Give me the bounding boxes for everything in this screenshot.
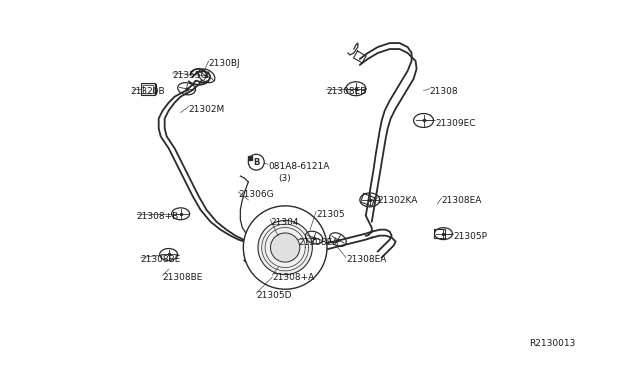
Text: 21304: 21304: [270, 218, 299, 227]
Text: 21305P: 21305P: [453, 232, 488, 241]
Text: 21308+A: 21308+A: [272, 273, 314, 282]
Text: 21306G: 21306G: [238, 190, 274, 199]
Text: 21308EA: 21308EA: [442, 196, 482, 205]
Bar: [141, 83, 155, 95]
Text: 21355C: 21355C: [173, 71, 207, 80]
Text: 21302KA: 21302KA: [378, 196, 418, 205]
Circle shape: [248, 154, 264, 170]
Text: 21308BE: 21308BE: [163, 273, 203, 282]
Text: 21308EB: 21308EB: [326, 87, 366, 96]
Text: 21308: 21308: [429, 87, 458, 96]
Text: (3): (3): [278, 174, 291, 183]
Text: 21308+B: 21308+B: [137, 212, 179, 221]
Text: 21309EC: 21309EC: [435, 119, 476, 128]
Circle shape: [243, 206, 327, 289]
Text: 21305: 21305: [316, 210, 345, 219]
Text: 21302M: 21302M: [189, 105, 225, 113]
Circle shape: [258, 221, 312, 275]
Text: 21320B: 21320B: [131, 87, 166, 96]
Text: 081A8-6121A: 081A8-6121A: [268, 162, 330, 171]
Text: 21308EA: 21308EA: [298, 238, 339, 247]
Text: 21305D: 21305D: [256, 291, 292, 300]
Text: 2130BJ: 2130BJ: [209, 59, 240, 68]
Text: 21308EA: 21308EA: [346, 256, 387, 264]
Text: B: B: [253, 158, 259, 167]
Text: R2130013: R2130013: [529, 339, 575, 348]
Text: 21308BE: 21308BE: [141, 256, 181, 264]
Circle shape: [271, 233, 300, 262]
Bar: [143, 85, 153, 93]
